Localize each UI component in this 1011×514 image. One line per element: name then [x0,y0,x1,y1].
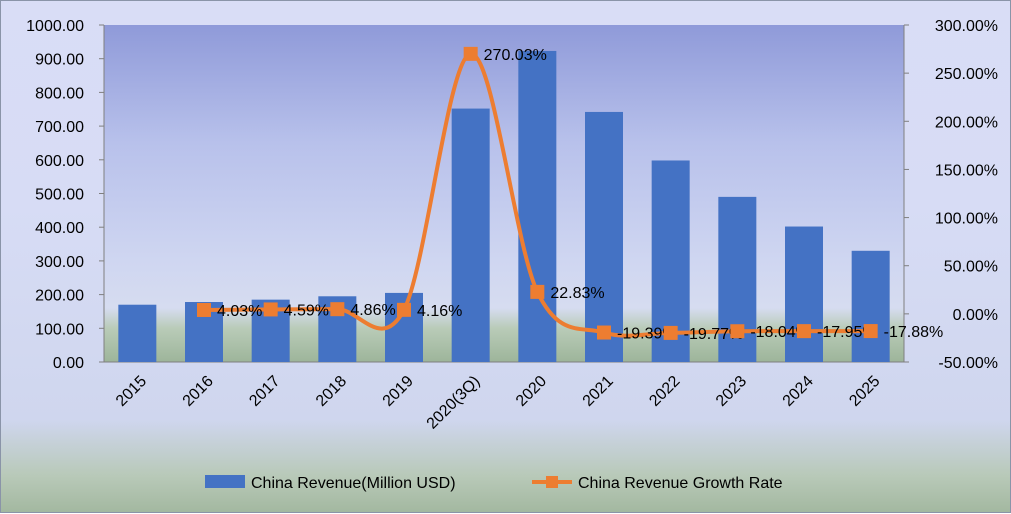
y-left-tick-label: 200.00 [35,288,84,305]
growth-rate-data-label: -18.04% [750,324,810,341]
growth-rate-marker [263,302,278,317]
y-right-tick-label: 0.00% [953,307,998,324]
x-tick-label: 2020 [513,373,550,410]
growth-rate-marker [463,46,478,61]
bar [785,226,823,362]
y-left-tick-label: 0.00 [53,355,84,372]
y-right-tick-label: 200.00% [935,114,998,131]
y-right-tick-label: -50.00% [938,355,998,372]
growth-rate-data-label: 4.59% [284,302,329,319]
y-left-tick-label: 900.00 [35,52,84,69]
growth-rate-marker [597,325,611,340]
bar [851,250,890,362]
growth-rate-marker [663,325,678,340]
legend-swatch-growth-marker [546,476,558,488]
x-tick-label: 2018 [313,373,350,410]
growth-rate-data-label: 270.03% [484,47,547,64]
growth-rate-data-label: -19.77% [684,326,744,343]
y-left-tick-label: 500.00 [35,187,84,204]
x-tick-label: 2025 [846,373,883,410]
y-left-tick-label: 100.00 [35,321,84,338]
growth-rate-marker [863,324,878,339]
x-tick-label: 2020(3Q) [424,373,484,433]
growth-rate-data-label: 4.86% [350,302,395,319]
y-left-tick-label: 300.00 [35,254,84,271]
bar [585,111,623,362]
x-tick-label: 2017 [246,373,283,410]
legend-label-revenue: China Revenue(Million USD) [251,475,456,492]
y-left-tick-label: 1000.00 [26,18,84,35]
growth-rate-marker [797,324,811,339]
y-left-tick-label: 400.00 [35,220,84,237]
growth-rate-data-label: -17.88% [884,324,944,341]
legend-swatch-revenue [205,475,245,488]
growth-rate-marker [730,324,745,339]
bar [451,108,490,363]
growth-rate-marker [197,302,211,317]
x-tick-label: 2024 [780,373,817,410]
growth-rate-data-label: 4.03% [217,303,262,320]
growth-rate-marker [530,284,545,299]
growth-rate-marker [330,302,345,317]
y-left-tick-label: 600.00 [35,153,84,170]
y-left-tick-label: 700.00 [35,119,84,136]
x-tick-label: 2022 [646,373,683,410]
y-right-tick-label: 100.00% [935,211,998,228]
growth-rate-data-label: 4.16% [417,303,462,320]
growth-rate-marker [397,302,411,317]
growth-rate-data-label: 22.83% [550,285,604,302]
y-left-tick-label: 800.00 [35,85,84,102]
growth-rate-data-label: -17.95% [817,324,877,341]
bar [118,304,157,362]
y-right-tick-label: 150.00% [935,162,998,179]
growth-rate-data-label: -19.39% [617,326,677,343]
y-right-tick-label: 300.00% [935,18,998,35]
x-tick-label: 2016 [180,373,217,410]
x-tick-label: 2015 [113,373,150,410]
legend-label-growth: China Revenue Growth Rate [578,475,783,492]
y-right-tick-label: 250.00% [935,66,998,83]
y-right-tick-label: 50.00% [944,259,998,276]
x-tick-label: 2023 [713,373,750,410]
plot-area [104,25,904,362]
x-tick-label: 2021 [580,373,617,410]
x-tick-label: 2019 [380,373,417,410]
